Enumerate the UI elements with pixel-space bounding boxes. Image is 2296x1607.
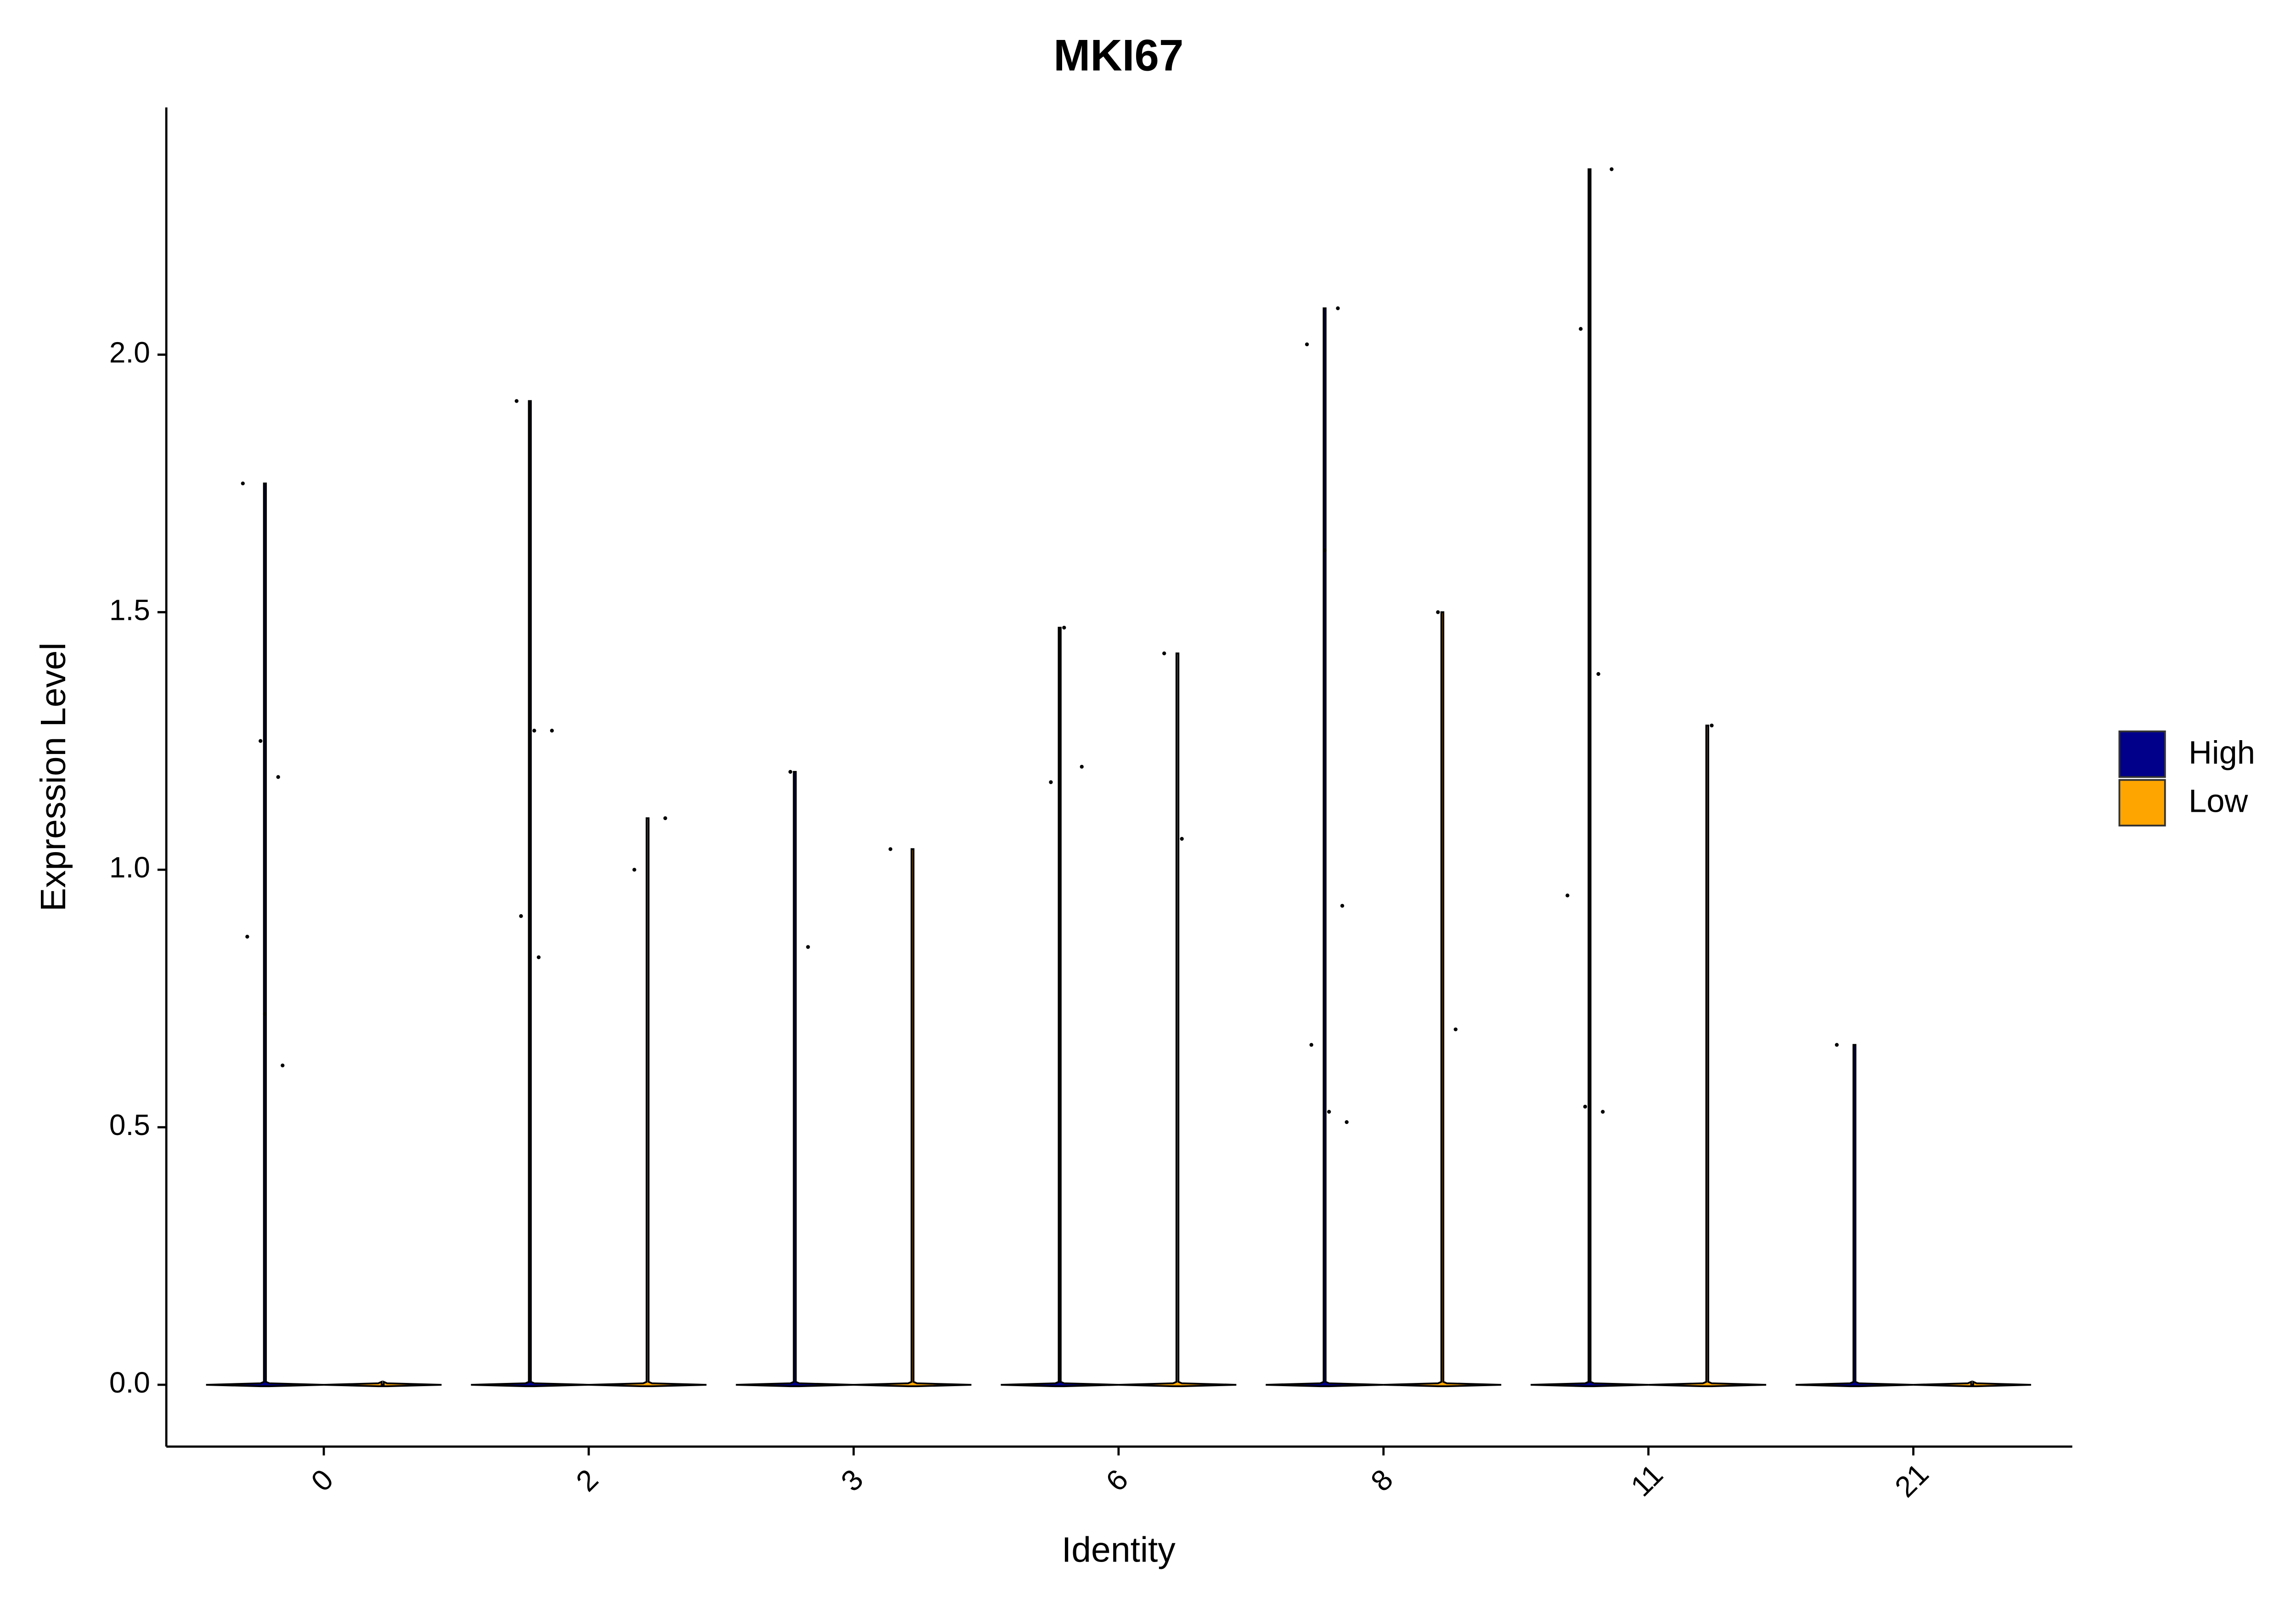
- point: [1327, 1110, 1331, 1114]
- x-axis-title: Identity: [1062, 1530, 1176, 1570]
- y-tick-label: 2.0: [109, 336, 150, 369]
- point: [1453, 1027, 1458, 1032]
- point: [1062, 625, 1066, 630]
- legend-key: [2118, 730, 2166, 778]
- point: [241, 481, 245, 486]
- y-tick-label: 1.0: [109, 851, 150, 884]
- point: [1180, 837, 1184, 841]
- point: [1565, 893, 1570, 898]
- point: [788, 770, 793, 774]
- point: [536, 955, 541, 960]
- violin: [1648, 725, 1767, 1388]
- violin: [853, 848, 972, 1388]
- x-tick-label: 8: [1364, 1463, 1399, 1498]
- point: [1596, 672, 1600, 676]
- violin: [324, 1380, 442, 1388]
- point: [1601, 1110, 1605, 1114]
- point: [1322, 548, 1327, 552]
- point: [1336, 306, 1340, 310]
- point: [1345, 1120, 1349, 1124]
- violin: [1531, 168, 1649, 1388]
- legend-label: High: [2189, 734, 2255, 770]
- point: [663, 816, 667, 820]
- x-tick-label: 2: [569, 1463, 604, 1498]
- legend-key: [2118, 779, 2166, 827]
- x-tick-label: 0: [304, 1463, 339, 1498]
- x-tick-label: 3: [834, 1463, 869, 1498]
- point: [1835, 1043, 1839, 1047]
- violin: [206, 482, 324, 1388]
- point: [1710, 723, 1714, 728]
- point: [1309, 1043, 1313, 1047]
- y-tick-label: 0.5: [109, 1108, 150, 1141]
- legend-label: Low: [2189, 783, 2248, 819]
- point: [1579, 327, 1583, 331]
- violin: [471, 400, 589, 1388]
- violin: [1913, 1380, 2032, 1388]
- point: [1049, 780, 1053, 784]
- violin: [1266, 307, 1384, 1388]
- point: [1609, 167, 1614, 171]
- point: [245, 934, 249, 939]
- violin: [1118, 652, 1237, 1388]
- point: [263, 1012, 267, 1016]
- y-tick-label: 1.5: [109, 593, 150, 626]
- x-tick-label: 21: [1888, 1457, 1935, 1503]
- point: [1583, 1105, 1587, 1109]
- y-tick-label: 0.0: [109, 1366, 150, 1399]
- point: [519, 914, 523, 918]
- point: [1162, 651, 1166, 656]
- violin: [588, 817, 707, 1388]
- violin: [736, 771, 854, 1388]
- point: [1436, 610, 1440, 614]
- point: [1080, 764, 1084, 769]
- y-axis-title: Expression Level: [34, 642, 73, 911]
- violin: [1795, 1044, 1913, 1388]
- x-tick-label: 6: [1099, 1463, 1134, 1498]
- point: [276, 775, 280, 779]
- point: [259, 739, 263, 743]
- point: [806, 945, 810, 949]
- chart-title: MKI67: [1053, 31, 1183, 80]
- violin: [1383, 611, 1502, 1388]
- point: [1305, 342, 1309, 347]
- point: [532, 729, 536, 733]
- point: [514, 399, 519, 403]
- x-tick-label: 11: [1624, 1458, 1669, 1503]
- point: [1340, 904, 1345, 908]
- point: [632, 868, 636, 872]
- point: [888, 847, 893, 851]
- point: [281, 1063, 285, 1068]
- point: [550, 729, 554, 733]
- violin: [1001, 627, 1119, 1388]
